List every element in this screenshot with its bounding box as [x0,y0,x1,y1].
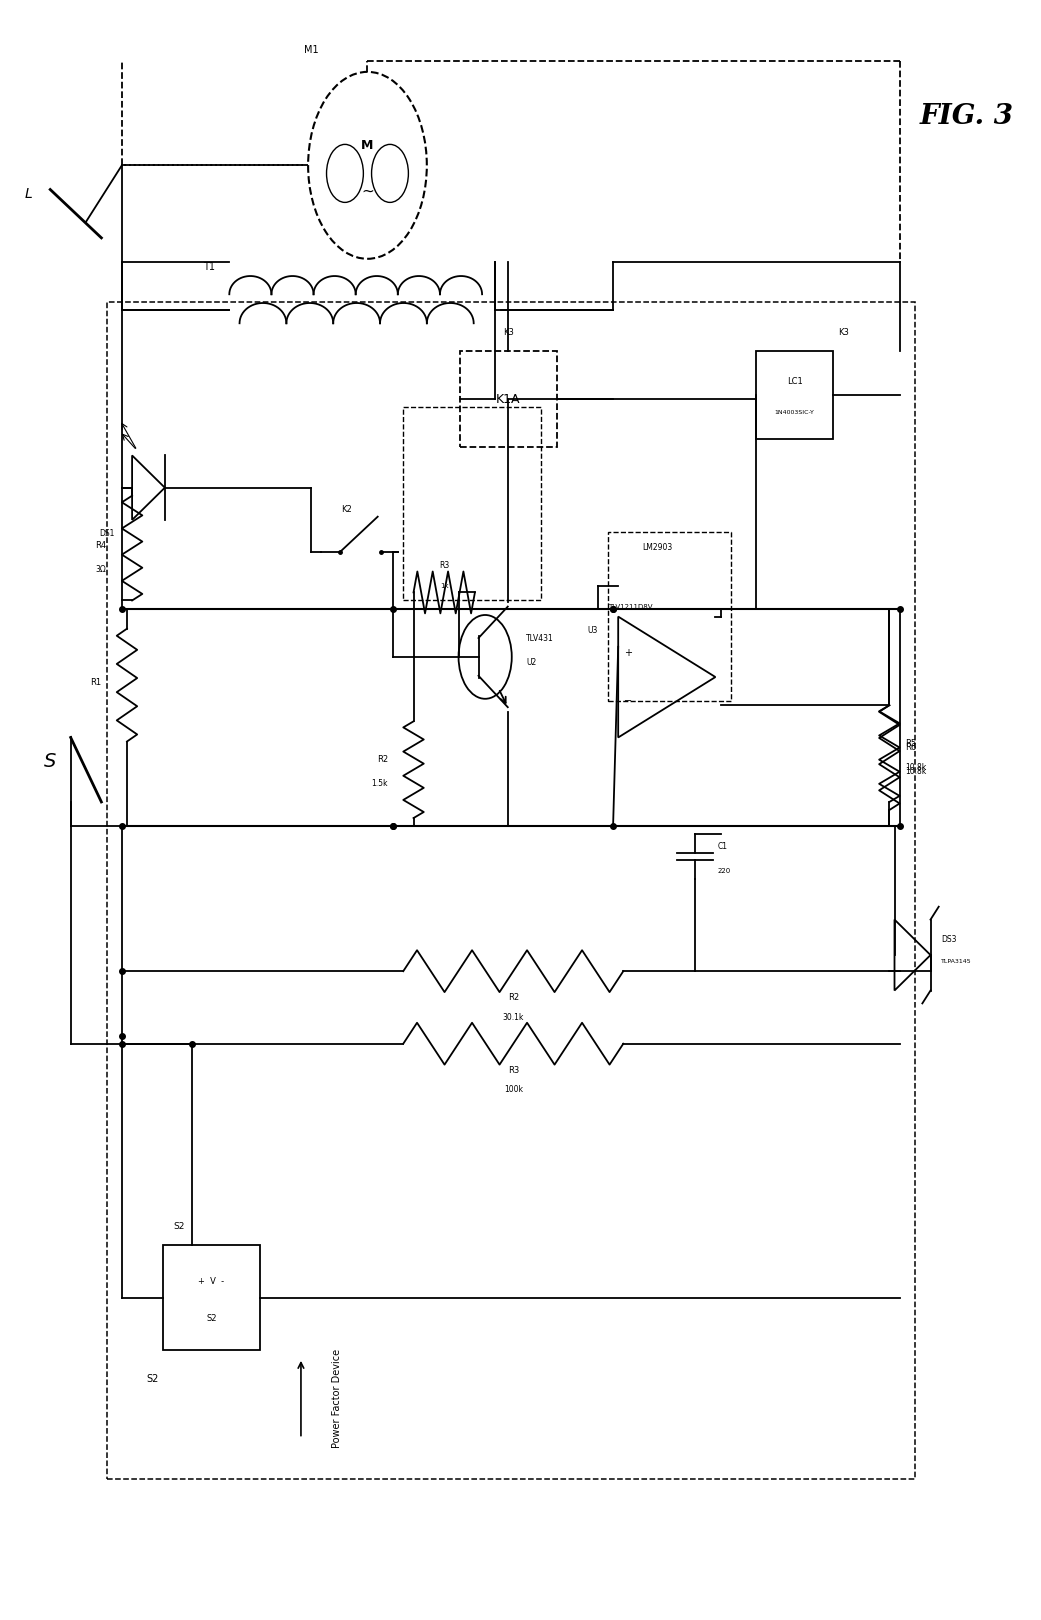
Text: 10.8k: 10.8k [905,766,926,776]
Text: TLV431: TLV431 [526,633,554,643]
Text: ~: ~ [361,183,374,199]
Text: R1: R1 [91,679,101,687]
Text: DS1: DS1 [99,530,115,538]
Text: 3Ω: 3Ω [96,565,106,573]
Text: DS3: DS3 [941,935,957,944]
Text: S2: S2 [147,1374,158,1383]
Text: R3: R3 [439,561,450,570]
Text: R5: R5 [905,739,916,747]
Text: R4: R4 [96,541,106,551]
FancyBboxPatch shape [162,1246,260,1349]
Text: 30.1k: 30.1k [503,1012,524,1022]
Text: L: L [25,186,32,201]
Text: 1.5k: 1.5k [372,779,388,787]
Text: TLV1211D8V: TLV1211D8V [608,604,653,609]
Text: R2: R2 [377,755,388,763]
Text: +  V  -: + V - [199,1277,225,1286]
Text: 100k: 100k [504,1085,523,1094]
Text: K1A: K1A [496,392,520,405]
Text: K3: K3 [838,327,849,337]
Text: R2: R2 [508,993,518,1003]
Text: Power Factor Device: Power Factor Device [332,1349,341,1448]
Text: K3: K3 [503,327,513,337]
Text: U3: U3 [587,625,598,635]
Text: 1k: 1k [440,583,449,588]
Text: S2: S2 [173,1221,184,1231]
Text: R3: R3 [508,1066,518,1074]
Text: −: − [625,697,633,706]
Text: U2: U2 [526,658,536,667]
Text: 10.8k: 10.8k [905,763,926,771]
Circle shape [308,71,427,259]
FancyBboxPatch shape [757,350,833,439]
Text: K2: K2 [341,505,352,514]
Text: R6: R6 [905,742,916,752]
Text: M1: M1 [304,44,319,55]
Text: T1: T1 [203,262,214,272]
Text: 1N4003SIC-Y: 1N4003SIC-Y [775,410,815,415]
Text: TLPA3145: TLPA3145 [941,959,971,964]
FancyBboxPatch shape [459,350,557,447]
Text: S2: S2 [206,1314,217,1324]
Text: M: M [361,139,374,152]
Polygon shape [618,617,715,737]
Text: C1: C1 [717,842,728,850]
Text: S: S [44,752,56,771]
Text: 220: 220 [717,868,731,873]
Text: FIG. 3: FIG. 3 [920,104,1014,131]
Text: LM2903: LM2903 [642,543,672,552]
Text: +: + [625,648,633,658]
Text: LC1: LC1 [787,377,803,386]
